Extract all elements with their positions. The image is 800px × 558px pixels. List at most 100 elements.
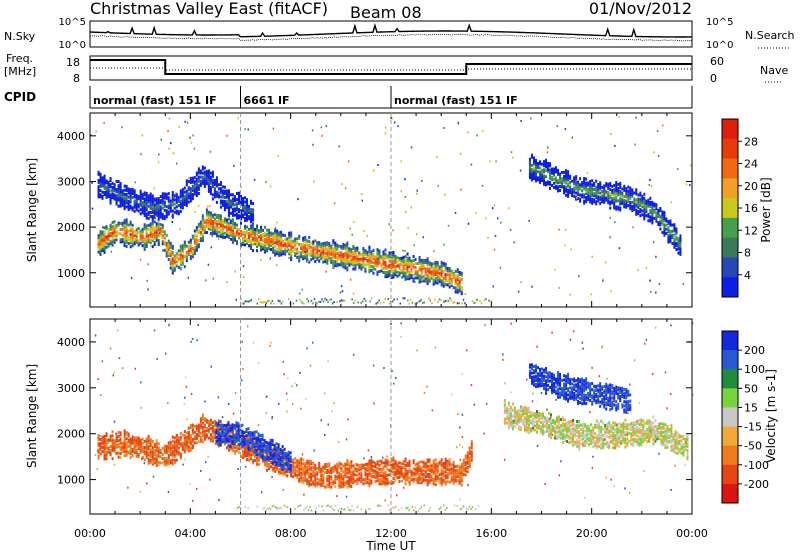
range-cell [617,199,619,202]
range-cell [497,217,499,219]
range-cell [439,272,441,275]
range-cell [393,471,395,474]
range-cell [457,268,459,271]
range-cell [135,181,137,183]
range-cell [236,224,238,227]
range-cell [341,285,343,287]
range-cell [458,122,460,124]
range-cell [469,446,471,449]
range-cell [178,210,180,213]
range-cell [457,465,459,468]
range-cell [238,451,240,454]
range-cell [172,257,174,260]
range-cell [338,245,340,248]
range-cell [675,227,677,230]
range-cell [314,252,316,255]
range-cell [334,202,336,204]
range-cell [310,483,312,486]
range-cell [160,455,162,458]
range-cell [142,228,144,231]
range-cell [679,234,681,237]
range-cell [98,179,100,182]
range-cell [653,202,655,205]
range-cell [351,234,353,236]
range-cell [200,417,202,420]
range-cell [376,471,378,474]
range-cell [196,178,198,181]
range-cell [461,286,463,289]
range-cell [252,202,254,205]
range-cell [609,217,611,219]
range-cell [649,209,651,212]
range-cell [254,459,256,462]
range-cell [374,480,376,483]
range-cell [557,179,559,182]
range-cell [549,187,551,190]
range-cell [215,440,217,443]
range-cell [266,302,268,304]
range-cell [417,462,419,465]
range-cell [250,239,252,242]
range-cell [392,300,394,302]
range-cell [164,209,166,212]
range-cell [657,130,659,132]
range-cell [209,205,211,207]
range-cell [539,166,541,169]
range-cell [224,232,226,235]
range-cell [176,252,178,255]
range-cell [368,246,370,249]
range-cell [520,170,522,172]
range-cell [346,242,348,245]
range-cell [184,187,186,190]
range-cell [421,299,423,301]
range-cell [300,251,302,254]
range-cell [156,222,158,225]
range-cell [334,242,336,245]
range-cell [631,205,633,208]
range-cell [122,238,124,241]
range-cell [198,205,200,207]
range-cell [216,191,218,194]
range-cell [202,233,204,236]
range-cell [334,485,336,488]
range-cell [122,234,124,237]
range-cell [597,183,599,186]
range-cell [305,251,307,253]
range-cell [619,182,621,185]
range-cell [173,152,175,154]
range-cell [647,199,649,202]
range-cell [114,193,116,196]
range-cell [162,234,164,237]
range-cell [388,270,390,273]
range-cell [350,248,352,251]
range-cell [388,260,390,263]
range-cell [344,300,346,302]
range-cell [124,185,126,188]
range-cell [132,206,134,209]
range-cell [614,145,616,147]
range-cell [615,206,617,209]
range-cell [266,229,268,232]
range-cell [382,267,384,270]
range-cell [436,156,438,158]
range-cell [208,169,210,172]
range-cell [196,433,198,436]
range-cell [148,224,150,227]
range-cell [308,236,310,239]
range-cell [144,191,146,194]
range-cell [176,209,178,212]
range-cell [184,195,186,198]
range-cell [112,457,114,460]
range-cell [451,299,453,301]
range-cell [162,192,164,195]
range-cell [633,198,635,201]
range-cell [322,465,324,468]
range-cell [587,182,589,185]
range-cell [411,470,413,473]
range-cell [144,198,146,201]
range-cell [384,261,386,264]
range-cell [372,461,374,464]
range-cell [435,277,437,280]
range-cell [467,451,469,454]
range-cell [346,486,348,489]
